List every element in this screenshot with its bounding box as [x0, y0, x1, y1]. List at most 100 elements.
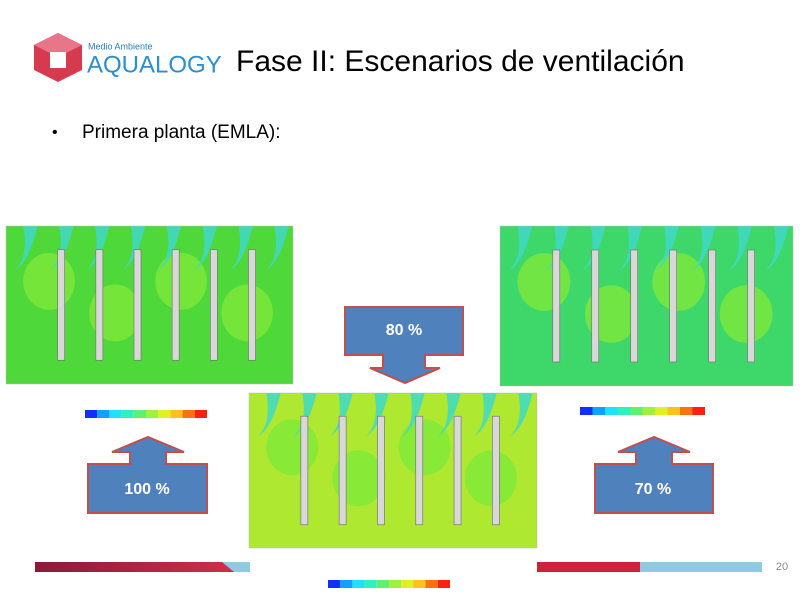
colorbar-segment: [97, 410, 110, 418]
callout-arrow: [594, 435, 714, 514]
cfd-plume: [437, 393, 461, 437]
cfd-plume: [293, 393, 317, 437]
cfd-zone: [221, 284, 273, 342]
cfd-plume: [14, 225, 38, 271]
cfd-plume: [618, 225, 643, 271]
cfd-zone: [719, 285, 773, 343]
cfd-plume: [728, 225, 752, 271]
colorbar-segment: [617, 407, 630, 415]
colorbar-segment: [328, 580, 341, 588]
logo-hole: [50, 52, 66, 68]
cfd-column: [415, 415, 424, 526]
colorbar-segment: [655, 407, 668, 415]
cfd-zone: [652, 253, 706, 311]
colorbar-segment: [170, 410, 183, 418]
footer-bar: [537, 562, 640, 572]
colorbar-segment: [413, 580, 426, 588]
footer-bar: [35, 562, 240, 572]
cfd-plume: [122, 225, 146, 271]
bullet-text: Primera planta (EMLA):: [82, 122, 281, 143]
cfd-column: [171, 249, 180, 361]
footer-bar: [222, 562, 250, 572]
cfd-plume: [257, 393, 281, 437]
cfd-plume: [365, 393, 389, 437]
colorbar-segment: [158, 410, 171, 418]
cfd-plume: [401, 393, 425, 437]
cfd-plume: [50, 225, 74, 271]
footer-bar: [640, 562, 762, 572]
cfd-column: [669, 249, 677, 363]
cfd-column: [209, 249, 218, 361]
colorbar-segment: [109, 410, 122, 418]
cfd-plume: [265, 225, 289, 271]
cfd-column: [708, 249, 716, 363]
cfd-column: [338, 415, 347, 526]
cfd-zone: [465, 450, 517, 507]
cfd-column: [248, 249, 256, 361]
colorbar-segment: [121, 410, 134, 418]
logo: Medio Ambiente AQUALOGY: [34, 33, 222, 82]
colorbar-segment: [389, 580, 402, 588]
cfd-plume: [509, 393, 533, 437]
colorbar-segment: [437, 580, 450, 588]
callout-label: 80 %: [386, 322, 422, 339]
colorbar-segment: [352, 580, 365, 588]
logo-tagline: Medio Ambiente: [88, 41, 153, 51]
cfd-plume: [508, 225, 533, 271]
colorbar-segment: [133, 410, 146, 418]
colorbar-segment: [642, 407, 655, 415]
colorbar-segment: [580, 407, 593, 415]
colorbar-segment: [425, 580, 438, 588]
callout-arrow: [344, 306, 464, 385]
cfd-zone: [398, 419, 451, 476]
cfd-column: [552, 249, 561, 363]
cfd-zone: [155, 252, 207, 310]
callout-label: 100 %: [124, 481, 169, 498]
cfd-frame: [5, 225, 294, 385]
colorbar-segment: [182, 410, 195, 418]
page-number: 20: [776, 561, 788, 573]
cfd-zone: [23, 252, 75, 310]
cfd-plume: [158, 225, 182, 271]
colorbar-segment: [376, 580, 389, 588]
colorbar-segment: [194, 410, 207, 418]
colorbar-segment: [85, 410, 98, 418]
cfd-plume: [655, 225, 679, 271]
cfd-plume: [329, 393, 353, 437]
colorbar-segment: [592, 407, 605, 415]
cfd-column: [492, 415, 500, 526]
cfd-plume: [765, 225, 789, 271]
cfd-frame: [248, 392, 538, 549]
slide-title: Fase II: Escenarios de ventilación: [236, 45, 685, 78]
cfd-column: [453, 415, 462, 526]
cfd-column: [133, 249, 142, 361]
callout-label: 70 %: [635, 481, 671, 498]
cfd-zone: [266, 419, 319, 476]
colorbar-segment: [340, 580, 353, 588]
colorbar-segment: [630, 407, 643, 415]
cfd-images: [5, 225, 794, 588]
logo-brand: AQUALOGY: [87, 51, 222, 78]
cfd-plume: [229, 225, 253, 271]
cfd-column: [95, 249, 104, 361]
cfd-zone: [517, 253, 571, 311]
logo-cube-top: [34, 33, 82, 57]
bullet-dot: •: [52, 124, 58, 141]
cfd-column: [57, 249, 66, 361]
cfd-column: [747, 249, 755, 363]
cfd-column: [591, 249, 600, 363]
cfd-column: [377, 415, 385, 526]
colorbar-segment: [146, 410, 159, 418]
cfd-plume: [473, 393, 497, 437]
cfd-plume: [582, 225, 606, 271]
callout-arrow: [87, 435, 208, 514]
colorbar-segment: [605, 407, 618, 415]
colorbar-segment: [692, 407, 705, 415]
cfd-column: [630, 249, 639, 363]
cfd-plume: [86, 225, 110, 271]
cfd-plume: [193, 225, 217, 271]
colorbar-segment: [667, 407, 680, 415]
colorbar-segment: [401, 580, 414, 588]
